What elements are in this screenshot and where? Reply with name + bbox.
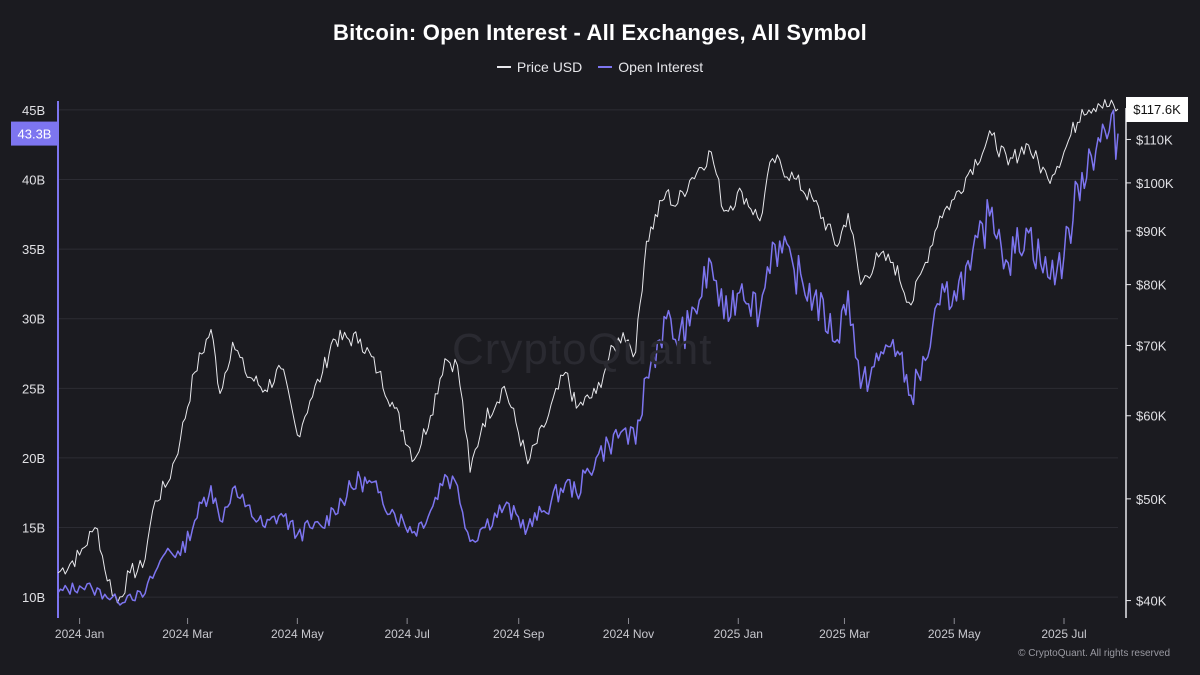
legend-item-price[interactable]: Price USD	[496, 59, 583, 75]
y-tick-right-$100K: $100K	[1136, 176, 1174, 191]
x-tick-2024-Sep: 2024 Sep	[493, 627, 545, 641]
x-tick-2025-Jan: 2025 Jan	[714, 627, 763, 641]
copyright-notice: © CryptoQuant. All rights reserved	[1018, 648, 1170, 659]
series-line-open-interest	[57, 109, 1119, 606]
current-value-label-open-interest: 43.3B	[18, 127, 52, 142]
y-tick-left-15B: 15B	[22, 521, 45, 536]
legend-label-open-interest: Open Interest	[618, 59, 704, 75]
current-value-label-price: $117.6K	[1133, 102, 1181, 117]
current-value-badge-price	[1126, 96, 1188, 122]
y-tick-right-$110K: $110K	[1136, 132, 1173, 147]
x-tick-2025-Jul: 2025 Jul	[1041, 627, 1086, 641]
x-tick-2025-May: 2025 May	[928, 627, 981, 641]
y-tick-left-25B: 25B	[22, 381, 45, 396]
legend: Price USD Open Interest	[0, 59, 1200, 75]
y-tick-left-45B: 45B	[22, 103, 45, 118]
y-tick-left-35B: 35B	[22, 242, 45, 257]
y-tick-right-$50K: $50K	[1136, 492, 1167, 507]
legend-item-open-interest[interactable]: Open Interest	[598, 59, 703, 75]
legend-swatch-open-interest	[598, 66, 613, 68]
x-tick-2024-Nov: 2024 Nov	[603, 627, 654, 641]
x-tick-2024-Mar: 2024 Mar	[162, 627, 213, 641]
y-tick-right-$60K: $60K	[1136, 409, 1167, 424]
series-line-price-usd	[57, 99, 1119, 604]
current-value-badge-open-interest	[11, 121, 58, 146]
legend-swatch-price	[496, 66, 511, 68]
x-tick-2024-Jul: 2024 Jul	[384, 627, 429, 641]
y-tick-right-$70K: $70K	[1136, 338, 1167, 353]
y-tick-right-$80K: $80K	[1136, 278, 1167, 293]
chart-title: Bitcoin: Open Interest - All Exchanges, …	[332, 20, 867, 45]
y-tick-left-20B: 20B	[22, 451, 45, 466]
x-tick-2024-Jan: 2024 Jan	[55, 627, 104, 641]
y-tick-left-30B: 30B	[22, 312, 45, 327]
x-tick-2024-May: 2024 May	[271, 627, 324, 641]
y-tick-right-$40K: $40K	[1136, 594, 1167, 609]
y-tick-right-$90K: $90K	[1136, 224, 1167, 239]
legend-label-price: Price USD	[516, 59, 583, 75]
y-tick-left-40B: 40B	[22, 173, 45, 188]
y-tick-left-10B: 10B	[22, 590, 45, 605]
x-tick-2025-Mar: 2025 Mar	[819, 627, 870, 641]
